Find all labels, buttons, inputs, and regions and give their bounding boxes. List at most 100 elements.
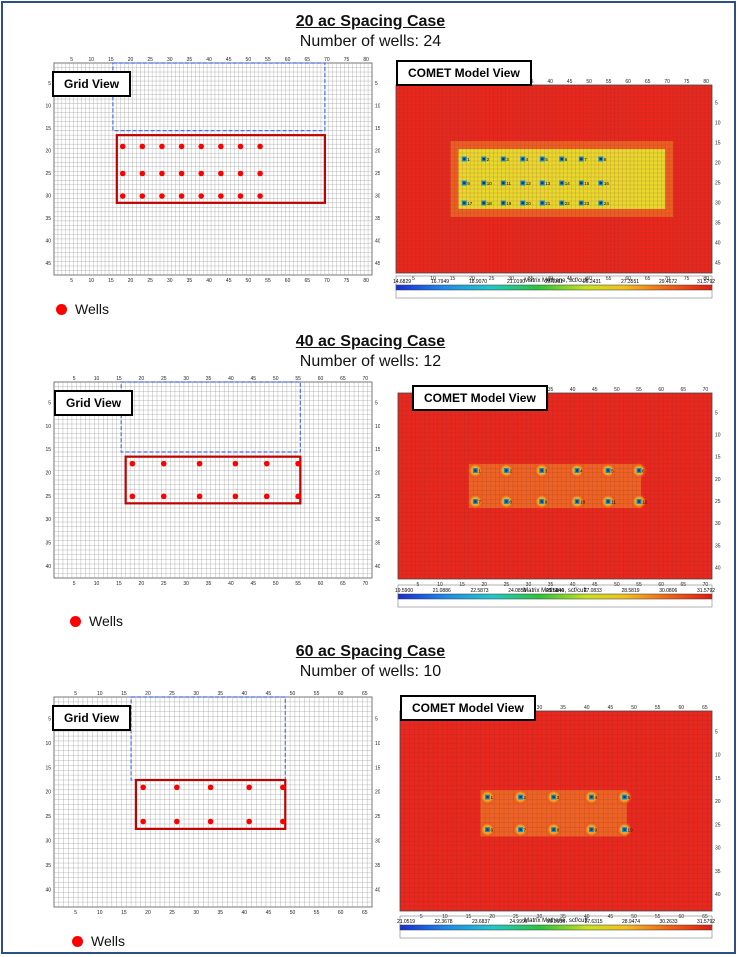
grid-view-diagram: 5510101515202025253030353540404545505055… <box>45 691 380 916</box>
colorbar-frame <box>399 915 713 939</box>
x-tick-label: 45 <box>226 278 232 284</box>
x-tick-label: 80 <box>703 79 709 85</box>
colorbar-tick-label: 28.5819 <box>621 588 639 594</box>
well-number-label: 11 <box>611 500 616 505</box>
x-tick-label: 55 <box>655 705 661 711</box>
y-tick-label: 10 <box>45 424 51 430</box>
well-pattern-box <box>134 778 287 830</box>
well-marker <box>119 193 126 199</box>
well-cell-core <box>521 181 524 185</box>
x-tick-label: 40 <box>547 276 553 282</box>
x-tick-label: 50 <box>273 581 279 587</box>
well-marker <box>263 493 270 500</box>
well-number-label: 7 <box>584 157 587 162</box>
x-tick-label: 40 <box>228 376 234 382</box>
well-cell-core <box>552 828 555 831</box>
y-tick-label: 30 <box>45 194 51 200</box>
well-cell-core <box>606 469 610 472</box>
y-tick-label: 30 <box>45 517 51 523</box>
well-marker <box>174 818 180 825</box>
colorbar-tick-label: 30.2633 <box>659 919 677 925</box>
x-tick-label: 70 <box>664 276 670 282</box>
x-tick-label: 75 <box>344 278 350 284</box>
colorbar-tick-label: 16.7949 <box>431 279 449 285</box>
y-tick-label: 40 <box>375 239 380 245</box>
case-subtitle-40ac: Number of wells: 12 <box>299 353 442 370</box>
x-tick-label: 10 <box>97 910 103 916</box>
well-cell-core <box>505 469 508 472</box>
x-tick-label: 30 <box>537 705 543 711</box>
x-tick-label: 45 <box>226 57 232 63</box>
well-cell-core <box>463 181 466 185</box>
colorbar-tick-label: 25.5846 <box>546 588 564 594</box>
well-marker <box>280 784 286 791</box>
y-tick-label: 40 <box>715 241 721 247</box>
well-number-label: 14 <box>565 181 571 186</box>
y-tick-label: 35 <box>375 863 380 869</box>
colorbar-tick-label: 23.6837 <box>472 919 490 925</box>
well-number-label: 7 <box>524 828 527 833</box>
well-cell-core <box>521 157 524 161</box>
well-marker <box>263 460 270 467</box>
x-tick-label: 20 <box>139 581 145 587</box>
wells-legend-20ac: Wells <box>56 301 109 317</box>
y-tick-label: 25 <box>715 822 721 828</box>
x-tick-label: 15 <box>116 376 122 382</box>
y-tick-label: 30 <box>375 839 380 845</box>
x-tick-label: 40 <box>547 79 553 85</box>
x-tick-label: 35 <box>187 278 193 284</box>
x-tick-label: 50 <box>290 910 296 916</box>
well-number-label: 2 <box>524 795 527 800</box>
well-cell-core <box>502 201 505 205</box>
well-cell-core <box>580 157 583 161</box>
well-cell-core <box>575 469 579 472</box>
comet-view-label: COMET Model View <box>412 385 548 411</box>
wells-label: Wells <box>91 933 125 949</box>
colorbar-tick-label: 27.0833 <box>584 588 602 594</box>
x-tick-label: 70 <box>703 387 709 393</box>
x-tick-label: 35 <box>217 910 223 916</box>
colorbar-tick-label: 18.9070 <box>469 279 487 285</box>
well-number-label: 9 <box>545 500 548 505</box>
well-cell-core <box>560 201 564 205</box>
well-marker <box>174 784 180 791</box>
y-tick-label: 30 <box>375 517 380 523</box>
lease-boundary <box>120 381 301 453</box>
well-number-label: 4 <box>526 157 529 162</box>
x-tick-label: 5 <box>70 57 73 63</box>
case-subtitle-60ac: Number of wells: 10 <box>299 663 442 680</box>
x-tick-label: 30 <box>537 914 543 920</box>
well-number-label: 24 <box>604 201 610 206</box>
wells-legend-40ac: Wells <box>70 613 123 629</box>
case-subtitle-20ac: Number of wells: 24 <box>299 33 442 50</box>
x-tick-label: 10 <box>89 57 95 63</box>
well-cell-core <box>560 181 564 185</box>
x-tick-label: 60 <box>285 278 291 284</box>
grid-view-panel-20ac: 5 5 10 10 15 15 20 20 25 25 30 30 35 35 40 40 45 45 50 50 55… <box>40 53 380 293</box>
well-marker <box>178 170 185 177</box>
well-number-label: 2 <box>487 157 490 162</box>
well-number-label: 12 <box>642 500 648 505</box>
x-tick-label: 25 <box>147 57 153 63</box>
x-tick-label: 45 <box>266 691 272 697</box>
y-tick-label: 10 <box>375 103 380 109</box>
well-pattern-box <box>124 455 302 505</box>
well-marker <box>198 170 205 177</box>
y-tick-label: 10 <box>45 103 51 109</box>
well-cell-core <box>482 181 485 185</box>
well-cell-core <box>623 795 626 799</box>
x-tick-label: 45 <box>592 387 598 393</box>
x-tick-label: 60 <box>338 910 344 916</box>
y-tick-label: 20 <box>375 471 380 477</box>
well-cell-core <box>552 795 555 799</box>
x-tick-label: 75 <box>684 79 690 85</box>
x-tick-label: 45 <box>251 376 257 382</box>
x-tick-label: 45 <box>608 914 614 920</box>
well-number-label: 21 <box>545 201 551 206</box>
well-cell-core <box>623 828 626 831</box>
x-tick-label: 40 <box>228 581 234 587</box>
well-cell-core <box>541 201 544 205</box>
x-tick-label: 60 <box>285 57 291 63</box>
x-tick-label: 70 <box>363 581 369 587</box>
x-tick-label: 15 <box>121 691 127 697</box>
